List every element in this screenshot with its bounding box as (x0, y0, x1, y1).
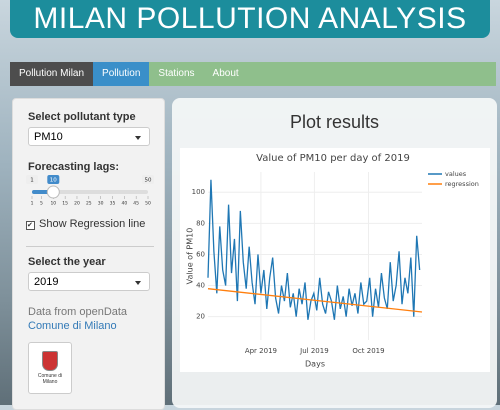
slider-tick-label: 15 (62, 201, 68, 207)
checkbox-label: Show Regression line (39, 218, 146, 230)
y-tick-label: 80 (196, 219, 205, 227)
nav-item[interactable]: About (212, 68, 239, 79)
logo-text: Comune di Milano (37, 373, 63, 385)
chart-bg (180, 148, 490, 372)
label: Select pollutant type (28, 111, 136, 123)
slider-tick-label: 40 (121, 201, 127, 207)
x-axis-label: Days (305, 360, 325, 369)
navbar: Pollution Milan Pollution Stations About (10, 62, 496, 86)
slider-handle (46, 185, 60, 199)
label: Select the year (28, 256, 106, 268)
slider-tick-label: 1 (31, 201, 34, 207)
banner-title: MILAN POLLUTION ANALYSIS (10, 0, 490, 38)
y-tick-label: 20 (196, 313, 205, 321)
slider-tick-label: 30 (98, 201, 104, 207)
x-tick-label: Jul 2019 (299, 347, 329, 355)
select[interactable]: 2019 (28, 272, 150, 291)
series-line (207, 179, 421, 320)
slider-label: 10 (50, 178, 57, 184)
nav-brand[interactable]: Pollution Milan (10, 62, 94, 86)
chart-title: Value of PM10 per day of 2019 (256, 153, 410, 164)
source-text: Data from openData (28, 306, 128, 318)
slider-label-bg (47, 175, 60, 184)
slider-label-bg (142, 175, 154, 184)
legend-label: values (445, 170, 467, 178)
series-line (207, 288, 423, 313)
slider-label-bg (26, 175, 38, 184)
y-axis-label: Value of PM10 (186, 228, 195, 285)
slider-label: 1 (30, 178, 34, 184)
slider-tick-label: 45 (133, 201, 139, 207)
slider-label: 50 (145, 178, 152, 184)
logo-crest (42, 351, 58, 371)
slider-tick-label: 35 (110, 201, 116, 207)
slider-track (32, 190, 148, 194)
x-tick-label: Apr 2019 (245, 347, 277, 355)
slider-tick-label: 20 (74, 201, 80, 207)
y-tick-label: 100 (192, 188, 205, 196)
checkbox[interactable]: ✔ Show Regression line (26, 218, 146, 230)
panel-heading: Plot results (289, 112, 380, 132)
logo[interactable]: Comune di Milano (28, 342, 72, 394)
source-link[interactable]: Comune di Milano (28, 320, 117, 332)
slider-tick-label: 10 (50, 201, 56, 207)
select[interactable]: PM10 (28, 127, 150, 146)
y-tick-label: 60 (196, 250, 205, 258)
divider (26, 246, 154, 247)
slider-tick-label: 50 (145, 201, 151, 207)
slider-tick-label: 5 (40, 201, 43, 207)
nav-item[interactable]: Pollution (93, 62, 150, 86)
nav-item[interactable]: Stations (158, 68, 195, 79)
label: Forecasting lags: (28, 161, 120, 173)
slider-tick-label: 25 (86, 201, 92, 207)
x-tick-label: Oct 2019 (352, 347, 384, 355)
y-tick-label: 40 (196, 282, 205, 290)
legend-label: regression (445, 180, 479, 188)
